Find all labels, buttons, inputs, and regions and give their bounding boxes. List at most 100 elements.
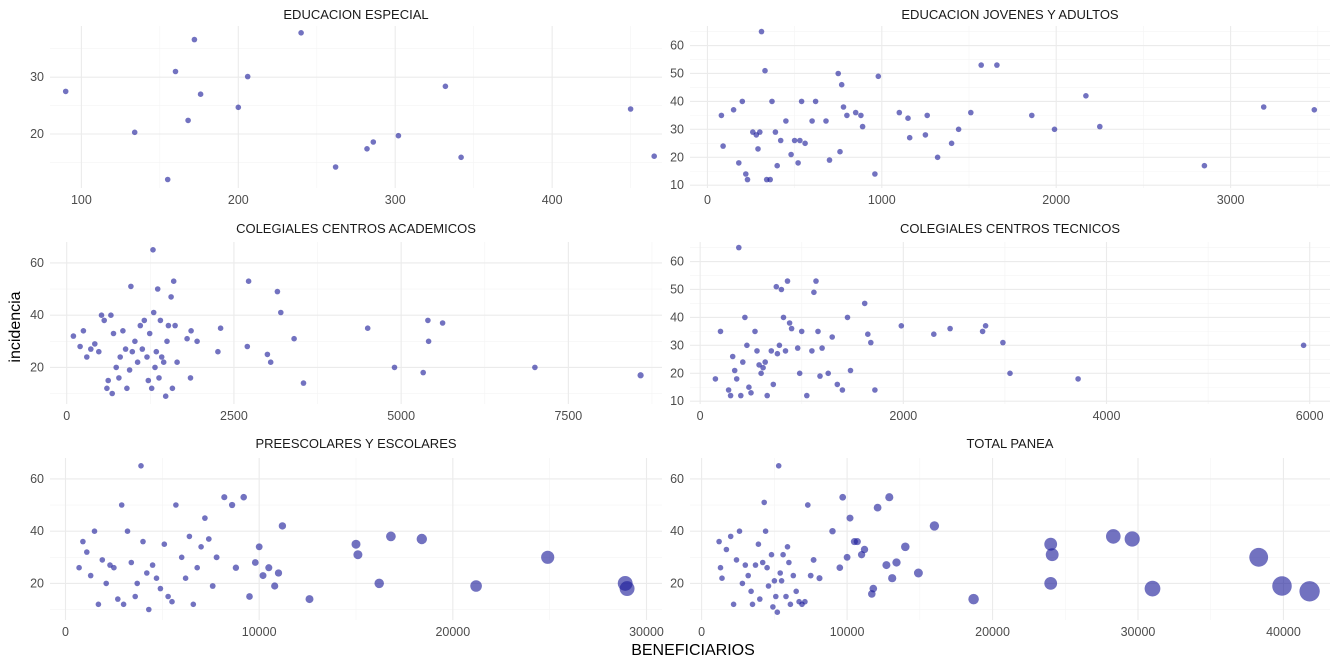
data-point <box>300 380 307 386</box>
data-point <box>718 112 725 119</box>
data-point <box>723 546 730 553</box>
data-point <box>351 539 361 549</box>
data-point <box>637 372 644 379</box>
data-point <box>931 331 937 338</box>
data-point <box>153 575 160 581</box>
data-point <box>651 153 657 159</box>
data-point <box>364 325 371 332</box>
data-point <box>947 325 953 332</box>
facet-title: EDUCACION JOVENES Y ADULTOS <box>901 7 1119 22</box>
data-point <box>132 338 138 345</box>
data-point <box>144 570 150 576</box>
data-point <box>746 384 752 391</box>
y-tick-label: 40 <box>670 94 684 108</box>
data-point <box>840 104 847 110</box>
data-point <box>717 564 724 571</box>
data-point <box>744 342 750 349</box>
facet-panel: 0 1000 2000 3000 10 20 30 40 50 60 EDUCACION JOVEN… <box>670 7 1330 207</box>
data-point <box>101 317 107 324</box>
data-point <box>843 553 851 561</box>
data-point <box>757 129 763 135</box>
y-tick-label: 40 <box>30 308 44 322</box>
data-point <box>1045 548 1059 562</box>
data-point <box>826 157 833 163</box>
data-point <box>111 564 117 571</box>
data-point <box>772 129 779 135</box>
data-point <box>245 278 252 285</box>
data-point <box>627 106 634 112</box>
data-point <box>140 538 146 545</box>
data-point <box>733 557 740 563</box>
data-point <box>762 67 768 74</box>
data-point <box>168 294 174 300</box>
data-point <box>872 387 878 393</box>
data-point <box>158 354 165 360</box>
facet-panel: 100 200 300 400 20 30 EDUCACION ESPECIAL <box>30 7 662 207</box>
data-point <box>829 527 836 535</box>
y-tick-label: 60 <box>30 472 44 486</box>
data-point <box>271 582 279 590</box>
data-point <box>760 364 766 371</box>
data-point <box>118 502 125 508</box>
data-point <box>788 325 795 332</box>
data-point <box>235 104 242 111</box>
data-point <box>1007 370 1013 377</box>
data-point <box>1051 126 1058 133</box>
data-point <box>979 328 986 335</box>
data-point <box>768 551 775 558</box>
data-point <box>131 129 138 136</box>
y-tick-label: 60 <box>30 256 44 270</box>
data-point <box>232 564 240 571</box>
y-tick-label: 50 <box>670 66 684 80</box>
data-point <box>776 342 783 349</box>
data-point <box>113 364 119 371</box>
data-point <box>217 325 224 332</box>
data-point <box>244 73 251 80</box>
data-point <box>213 554 220 561</box>
data-point <box>780 314 787 321</box>
data-point <box>784 278 791 284</box>
data-point <box>783 593 789 600</box>
facet-title: COLEGIALES CENTROS ACADEMICOS <box>236 221 476 236</box>
data-point <box>869 584 878 593</box>
data-point <box>165 322 172 329</box>
data-point <box>771 578 778 584</box>
data-point <box>364 146 370 152</box>
data-point <box>712 376 719 382</box>
data-point <box>749 601 756 608</box>
data-point <box>825 370 831 377</box>
y-tick-label: 20 <box>670 366 684 380</box>
data-point <box>742 314 748 321</box>
data-point <box>146 330 153 337</box>
data-point <box>221 494 228 501</box>
data-point <box>178 554 185 561</box>
data-point <box>929 521 940 531</box>
facet-panel: 0 2000 4000 6000 10 20 30 40 50 60 COLEGIALES CENT… <box>670 221 1330 423</box>
data-point <box>846 514 854 522</box>
data-point <box>791 137 798 144</box>
data-point <box>819 345 825 351</box>
data-point <box>761 499 767 506</box>
data-point <box>875 73 882 80</box>
data-point <box>815 328 821 335</box>
data-point <box>1299 581 1320 602</box>
data-point <box>764 392 770 399</box>
y-tick-label: 20 <box>670 576 684 590</box>
data-point <box>888 574 897 583</box>
y-tick-label: 60 <box>670 255 684 269</box>
x-tick-label: 2000 <box>889 409 917 423</box>
data-point <box>786 559 792 566</box>
data-point <box>541 550 555 564</box>
data-point <box>1249 547 1269 567</box>
data-point <box>798 98 805 105</box>
data-point <box>442 83 449 90</box>
data-point <box>858 112 864 119</box>
data-point <box>116 375 122 381</box>
data-point <box>730 107 737 113</box>
data-point <box>172 322 178 329</box>
data-point <box>98 312 105 319</box>
data-point <box>882 561 891 570</box>
data-point <box>153 348 160 355</box>
data-point <box>186 533 193 540</box>
data-point <box>164 338 170 345</box>
